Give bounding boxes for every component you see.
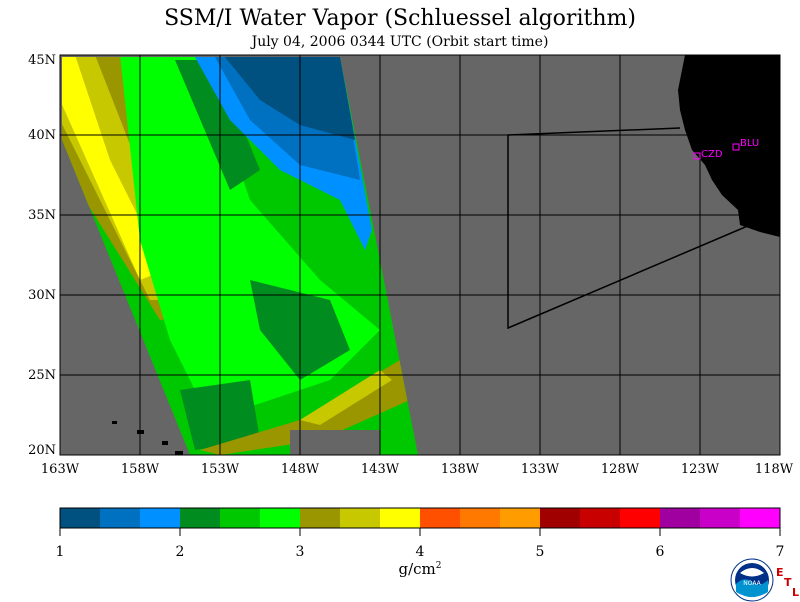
- station-czd-label: CZD: [701, 149, 723, 160]
- colorbar-segment: [60, 508, 101, 528]
- station-blu-label: BLU: [740, 138, 759, 149]
- lat-label-35n: 35N: [28, 208, 56, 223]
- hawaii-island: [112, 421, 117, 424]
- lon-label-158w: 158W: [120, 462, 160, 477]
- colorbar-tick-4: 4: [415, 544, 425, 560]
- units-exponent: 2: [435, 561, 442, 571]
- colorbar-tick-2: 2: [175, 544, 185, 560]
- lon-label-138w: 138W: [440, 462, 480, 477]
- colorbar-tick-6: 6: [655, 544, 665, 560]
- etl-letter-t: T: [784, 576, 792, 589]
- colorbar: [59, 507, 781, 536]
- colorbar-segment: [380, 508, 421, 528]
- colorbar-tick-5: 5: [535, 544, 545, 560]
- chart-subtitle: July 04, 2006 0344 UTC (Orbit start time…: [251, 34, 549, 50]
- station-blu-marker: [732, 143, 740, 151]
- noaa-logo-text: NOAA: [743, 580, 761, 587]
- lon-label-143w: 143W: [360, 462, 400, 477]
- lat-label-20n: 20N: [28, 443, 56, 458]
- colorbar-segment: [660, 508, 701, 528]
- hawaii-island: [175, 451, 183, 455]
- colorbar-segment: [620, 508, 661, 528]
- colorbar-segment: [220, 508, 261, 528]
- etl-letter-e: E: [776, 566, 784, 579]
- station-czd-marker: [693, 152, 701, 160]
- colorbar-segment: [460, 508, 501, 528]
- lon-label-148w: 148W: [280, 462, 320, 477]
- lon-label-163w: 163W: [40, 462, 80, 477]
- colorbar-segment: [420, 508, 461, 528]
- colorbar-segment: [180, 508, 221, 528]
- map-frame: [59, 54, 781, 456]
- map-graticule: [60, 55, 780, 455]
- lon-label-153w: 153W: [200, 462, 240, 477]
- california-land: [678, 55, 780, 237]
- colorbar-tick-3: 3: [295, 544, 305, 560]
- flight-track: [507, 127, 751, 330]
- colorbar-tick-7: 7: [775, 544, 785, 560]
- colorbar-segment: [340, 508, 381, 528]
- lon-label-128w: 128W: [600, 462, 640, 477]
- chart-title: SSM/I Water Vapor (Schluessel algorithm): [164, 6, 636, 31]
- colorbar-segment: [260, 508, 301, 528]
- hawaii-island: [162, 441, 168, 445]
- colorbar-segment: [540, 508, 581, 528]
- lon-label-133w: 133W: [520, 462, 560, 477]
- lon-label-123w: 123W: [680, 462, 720, 477]
- colorbar-segment: [100, 508, 141, 528]
- etl-letter-l: L: [792, 586, 800, 599]
- colorbar-segment: [700, 508, 741, 528]
- noaa-logo: NOAA: [730, 558, 774, 602]
- colorbar-segment: [500, 508, 541, 528]
- lat-label-40n: 40N: [28, 128, 56, 143]
- colorbar-segment: [740, 508, 781, 528]
- colorbar-units: g/cm2: [380, 560, 460, 578]
- colorbar-segment: [580, 508, 621, 528]
- lat-label-45n: 45N: [28, 53, 56, 68]
- lat-label-25n: 25N: [28, 368, 56, 383]
- units-base: g/cm: [398, 560, 436, 578]
- colorbar-segment: [140, 508, 181, 528]
- colorbar-tick-1: 1: [55, 544, 65, 560]
- colorbar-segment: [300, 508, 341, 528]
- lon-label-118w: 118W: [754, 462, 794, 477]
- lat-label-30n: 30N: [28, 288, 56, 303]
